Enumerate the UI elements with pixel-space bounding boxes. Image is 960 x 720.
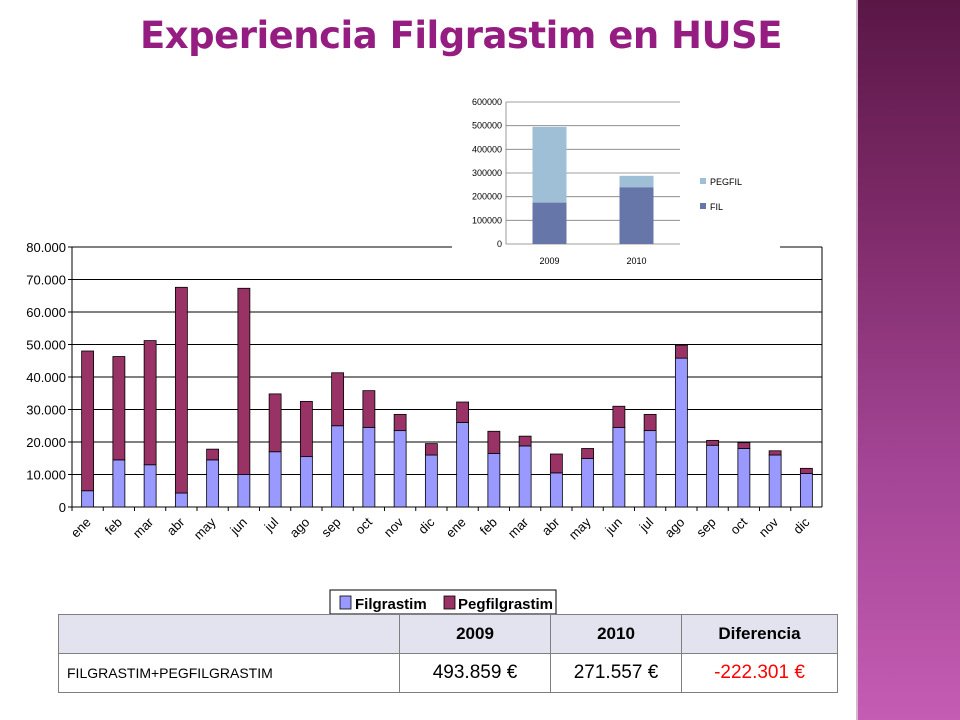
inset-bar-pegfil [619,175,654,188]
inset-legend-label-pegfil: PEGFIL [710,177,742,187]
bar-pegfilgrastim [206,448,220,461]
table-row: FILGRASTIM+PEGFILGRASTIM 493.859 € 271.5… [58,653,838,693]
bar-pegfilgrastim [299,400,313,458]
table-header-2010: 2010 [550,614,682,654]
bar-pegfilgrastim [581,448,595,459]
inset-y-tick-label: 300000 [472,168,502,178]
bar-pegfilgrastim [549,453,563,474]
inset-y-tick-label: 200000 [472,192,502,202]
bar-pegfilgrastim [112,356,126,461]
inset-y-tick-label: 100000 [472,215,502,225]
slide-title: Experiencia Filgrastim en HUSE [140,14,782,57]
inset-chart-x-ticks: 2009 2010 [539,256,646,266]
legend-swatch-filgrastim [339,595,352,610]
main-chart-bars [81,286,813,508]
main-y-tick-label: 0 [59,500,66,515]
legend-label-pegfilgrastim: Pegfilgrastim [458,596,553,613]
bar-pegfilgrastim [174,286,188,494]
decorative-strip [856,0,859,720]
bar-pegfilgrastim [706,439,720,446]
bar-pegfilgrastim [143,340,157,466]
main-y-tick-label: 30.000 [26,403,66,418]
inset-chart-y-ticks: 0 100000 200000 300000 400000 500000 600000 [472,97,502,249]
inset-y-tick-label: 0 [497,239,502,249]
inset-bar-fil [532,202,567,244]
value-2009: 493.859 € [399,653,551,693]
bar-pegfilgrastim [81,350,95,492]
bar-pegfilgrastim [768,450,782,456]
inset-legend-swatch-fil [700,203,706,209]
inset-bar-pegfil [532,126,567,203]
bar-pegfilgrastim [237,287,251,475]
table-header-empty [58,614,400,654]
bar-pegfilgrastim [393,413,407,432]
bar-pegfilgrastim [424,443,438,456]
bar-pegfilgrastim [456,401,470,423]
bar-pegfilgrastim [674,344,688,359]
inset-x-tick-label: 2009 [539,256,559,266]
main-y-tick-label: 20.000 [26,435,66,450]
bar-pegfilgrastim [737,442,751,449]
bar-pegfilgrastim [362,390,376,428]
legend-swatch-pegfilgrastim [443,595,456,610]
inset-y-tick-label: 500000 [472,121,502,131]
cost-summary-table: 2009 2010 Diferencia FILGRASTIM+PEGFILGR… [58,614,838,693]
value-diferencia: -222.301 € [681,653,838,693]
inset-x-tick-label: 2010 [626,256,646,266]
row-label: FILGRASTIM+PEGFILGRASTIM [58,653,400,693]
main-y-tick-label: 60.000 [26,305,66,320]
bar-pegfilgrastim [331,372,345,427]
main-y-tick-label: 70.000 [26,273,66,288]
table-header-row: 2009 2010 Diferencia [58,614,838,654]
inset-chart-bars [532,126,654,244]
table-header-diferencia: Diferencia [681,614,838,654]
table-header-2009: 2009 [399,614,551,654]
bar-pegfilgrastim [268,393,282,453]
main-y-tick-label: 50.000 [26,338,66,353]
main-chart-y-ticks: 0 10.000 20.000 30.000 40.000 50.000 60.000 70.… [26,240,66,515]
inset-y-tick-label: 400000 [472,144,502,154]
inset-legend-label-fil: FIL [710,202,723,212]
bar-pegfilgrastim [643,413,657,432]
bar-pegfilgrastim [612,405,626,428]
inset-y-tick-label: 600000 [472,97,502,107]
inset-bar-fil [619,187,654,244]
bar-pegfilgrastim [487,430,501,454]
main-y-tick-label: 40.000 [26,370,66,385]
decorative-side-panel [858,0,960,720]
main-y-tick-label: 80.000 [26,240,66,255]
inset-chart-background [452,90,780,270]
main-y-tick-label: 10.000 [26,468,66,483]
legend-label-filgrastim: Filgrastim [355,596,427,613]
inset-legend-swatch-pegfil [700,178,706,184]
bar-pegfilgrastim [799,467,813,474]
bar-pegfilgrastim [518,435,532,447]
value-2010: 271.557 € [550,653,682,693]
